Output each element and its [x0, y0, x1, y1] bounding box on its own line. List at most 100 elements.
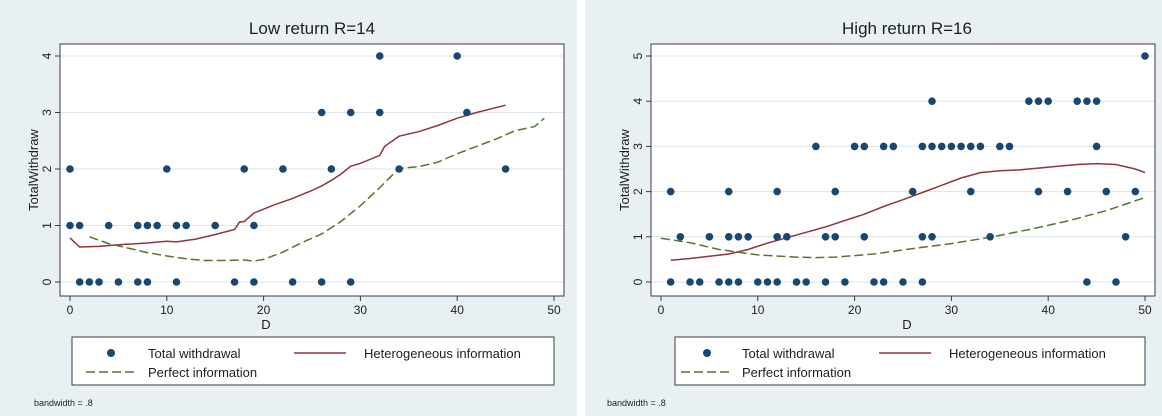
- legend-dot-marker: [107, 349, 115, 357]
- data-point: [889, 142, 898, 151]
- legend-label-perfect: Perfect information: [148, 365, 257, 380]
- data-point: [346, 278, 355, 286]
- data-point: [172, 221, 181, 230]
- legend-label-total-withdrawal: Total withdrawal: [148, 346, 241, 361]
- data-point: [676, 233, 685, 241]
- data-point: [724, 278, 733, 286]
- data-point: [211, 221, 219, 230]
- x-tick-label: 10: [751, 303, 765, 317]
- data-point: [1044, 97, 1052, 105]
- data-point: [1005, 142, 1014, 151]
- bandwidth-note: bandwidth = .8: [607, 398, 666, 408]
- plot-frame: [650, 43, 1156, 297]
- data-point: [802, 278, 810, 286]
- data-point: [375, 52, 384, 60]
- data-point: [133, 278, 142, 286]
- data-point: [792, 278, 801, 286]
- x-tick-label: 10: [160, 303, 174, 317]
- data-point: [143, 278, 152, 286]
- data-point: [327, 165, 336, 173]
- x-tick-label: 50: [1138, 303, 1152, 317]
- data-point: [908, 187, 917, 196]
- plot-area: [60, 44, 564, 296]
- data-point: [918, 233, 927, 241]
- data-point: [1063, 187, 1072, 196]
- data-point: [375, 108, 384, 117]
- data-point: [666, 187, 675, 196]
- data-point: [715, 278, 723, 286]
- x-axis-label: D: [261, 317, 270, 332]
- data-point: [114, 278, 123, 286]
- data-point: [501, 165, 510, 173]
- y-tick-label: 3: [631, 143, 645, 150]
- data-point: [395, 165, 403, 173]
- data-point: [75, 278, 84, 286]
- data-point: [860, 142, 869, 151]
- data-point: [453, 52, 462, 60]
- legend-label-heterogeneous: Heterogeneous information: [364, 346, 521, 361]
- data-point: [317, 108, 326, 117]
- legend-dot-marker: [703, 349, 711, 357]
- data-point: [288, 278, 297, 286]
- data-point: [879, 278, 888, 286]
- y-tick-label: 3: [40, 109, 54, 116]
- data-point: [463, 108, 471, 117]
- chart-title: Low return R=14: [249, 19, 375, 38]
- data-point: [860, 233, 869, 241]
- data-point: [957, 142, 965, 151]
- data-point: [230, 278, 239, 286]
- data-point: [1092, 97, 1101, 105]
- legend-box: [71, 336, 555, 386]
- data-point: [773, 233, 781, 241]
- data-point: [1034, 97, 1043, 105]
- data-point: [346, 108, 355, 117]
- data-point: [705, 233, 714, 241]
- y-tick-label: 4: [40, 52, 54, 59]
- data-point: [182, 221, 190, 230]
- y-tick-label: 0: [631, 278, 645, 285]
- data-point: [744, 233, 752, 241]
- data-point: [153, 221, 161, 230]
- data-point: [976, 142, 985, 151]
- data-point: [821, 278, 830, 286]
- data-point: [75, 221, 84, 230]
- data-point: [85, 278, 94, 286]
- data-point: [831, 187, 840, 196]
- data-point: [763, 278, 772, 286]
- data-point: [95, 278, 103, 286]
- data-point: [1112, 278, 1120, 286]
- legend-label-perfect: Perfect information: [742, 365, 851, 380]
- data-point: [66, 165, 74, 173]
- y-tick-label: 1: [631, 233, 645, 240]
- x-tick-label: 40: [451, 303, 465, 317]
- y-axis-label: TotalWithdraw: [26, 129, 41, 211]
- data-point: [879, 142, 888, 151]
- data-point: [870, 278, 878, 286]
- chart-title: High return R=16: [842, 19, 972, 38]
- x-tick-label: 20: [257, 303, 271, 317]
- data-point: [850, 142, 859, 151]
- perfect-information-line: [660, 196, 1146, 259]
- data-point: [724, 187, 733, 196]
- data-point: [966, 187, 975, 196]
- y-tick-label: 1: [40, 222, 54, 229]
- data-point: [937, 142, 946, 151]
- y-axis-label: TotalWithdraw: [617, 129, 632, 211]
- legend-box: [674, 336, 1146, 386]
- data-point: [734, 233, 743, 241]
- data-point: [754, 278, 762, 286]
- legend: Total withdrawal Heterogeneous informati…: [674, 336, 1146, 386]
- x-tick-label: 30: [354, 303, 368, 317]
- data-point: [279, 165, 287, 173]
- data-point: [996, 142, 1004, 151]
- plot-area: [651, 44, 1155, 296]
- data-point: [899, 278, 907, 286]
- data-point: [966, 142, 975, 151]
- x-tick-label: 0: [67, 303, 74, 317]
- legend-label-heterogeneous: Heterogeneous information: [949, 346, 1106, 361]
- data-point: [317, 278, 326, 286]
- perfect-information-line: [89, 117, 545, 262]
